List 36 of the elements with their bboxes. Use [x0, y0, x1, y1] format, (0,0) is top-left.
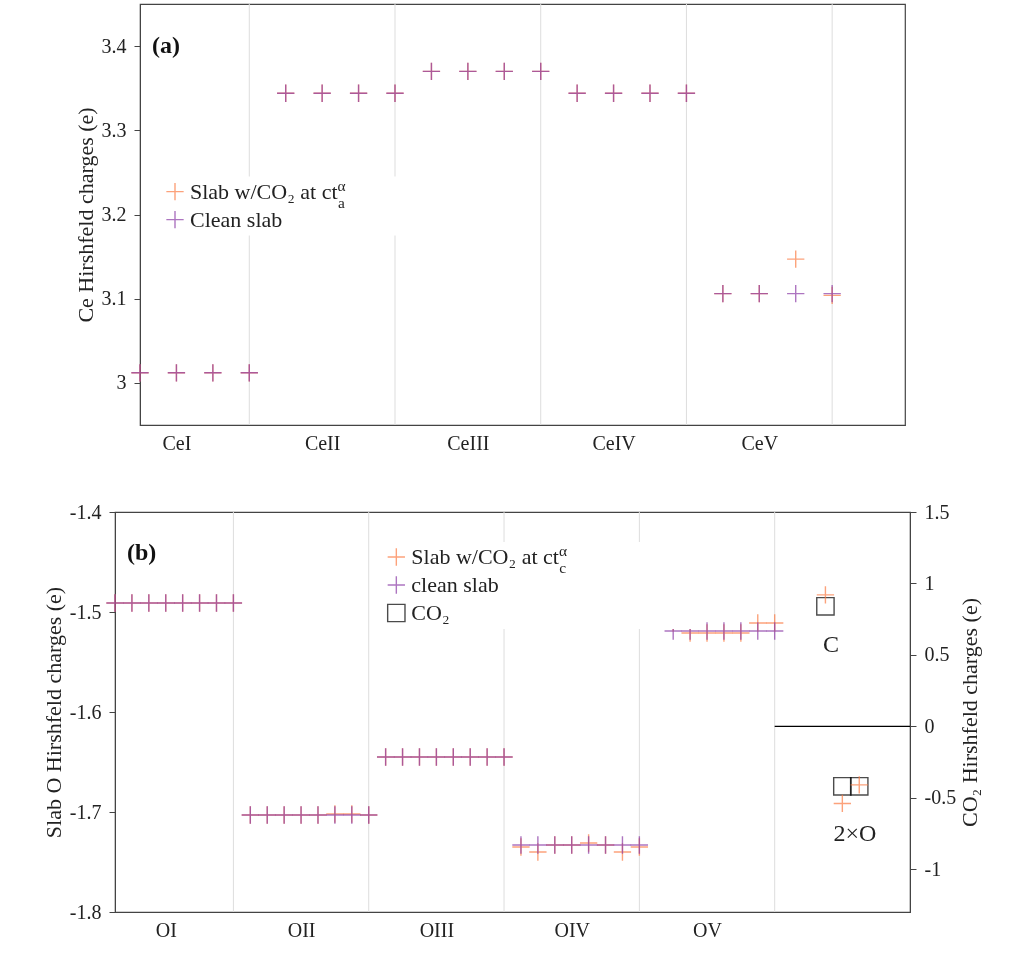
y-tick-label: 3.3	[101, 118, 127, 141]
y2-tick-label: 1	[924, 571, 935, 594]
x-tick-label: OI	[155, 918, 177, 941]
x-tick-label: OIII	[419, 918, 455, 941]
y2-tick-label: -1	[924, 857, 942, 880]
legend-label: clean slab	[411, 572, 499, 597]
y2-tick-label: -0.5	[924, 786, 957, 809]
y2-axis-title: CO₂ Hirshfeld charges (e)	[957, 597, 983, 828]
y-axis-title: Ce Hirshfeld charges (e)	[72, 107, 98, 323]
y2-tick-label: 0	[924, 714, 935, 737]
x-tick-label: OII	[287, 918, 316, 941]
x-tick-label: OV	[693, 918, 723, 941]
y-tick-label: 3.2	[101, 203, 127, 225]
y2-tick-label: 0.5	[924, 643, 950, 666]
text: (b)	[127, 539, 157, 565]
x-tick-label: CeV	[741, 431, 779, 454]
legend-label: CO₂	[411, 600, 450, 625]
y-axis-title: Slab O Hirshfeld charges (e)	[40, 586, 66, 839]
y-tick-label: -1.4	[69, 500, 102, 523]
y-tick-label: 3.1	[101, 287, 127, 310]
x-tick-label: CeI	[162, 431, 192, 454]
y-tick-label: -1.7	[69, 800, 102, 823]
y-tick-label: -1.6	[69, 700, 102, 723]
y-tick-label: 3.4	[101, 34, 127, 57]
y-tick-label: 3	[116, 371, 127, 394]
text: (a)	[152, 32, 180, 58]
legend-label: Clean slab	[190, 206, 283, 232]
y2-tick-label: 1.5	[924, 500, 950, 523]
y-tick-label: -1.8	[69, 900, 102, 923]
annotation: 2×O	[833, 820, 877, 846]
x-tick-label: CeIV	[592, 431, 637, 454]
x-tick-label: OIV	[554, 918, 591, 941]
x-tick-label: CeII	[304, 431, 341, 454]
y-tick-label: -1.5	[69, 600, 102, 623]
x-tick-label: CeIII	[447, 431, 490, 454]
annotation: C	[822, 631, 840, 657]
